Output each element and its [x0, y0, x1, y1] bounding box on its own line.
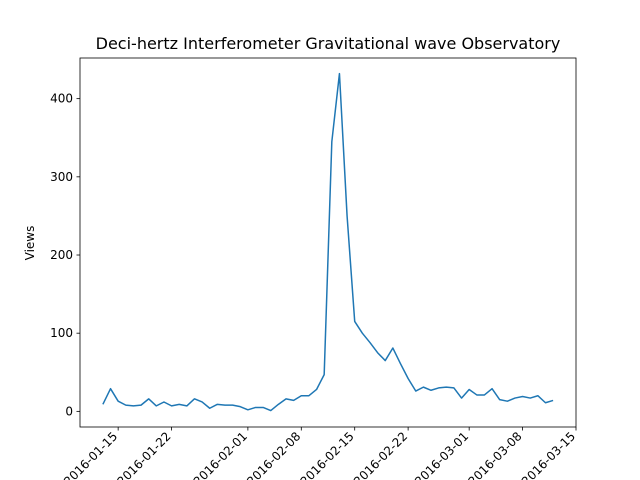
- chart-title: Deci-hertz Interferometer Gravitational …: [96, 34, 561, 53]
- axes-frame: [79, 57, 577, 428]
- y-tick-label: 0: [65, 404, 73, 418]
- y-tick-label: 200: [50, 248, 73, 262]
- series-line-0: [102, 72, 554, 412]
- y-tick-label: 100: [50, 326, 73, 340]
- y-tick-label: 400: [50, 92, 73, 106]
- y-axis-label: Views: [23, 226, 37, 261]
- y-tick-label: 300: [50, 170, 73, 184]
